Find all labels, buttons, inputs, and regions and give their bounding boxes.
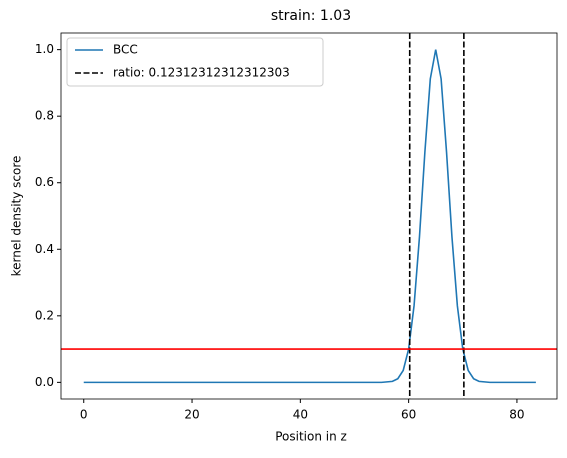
y-tick-label: 0.4: [35, 242, 54, 256]
y-axis-label: kernel density score: [10, 156, 24, 277]
legend-label: ratio: 0.12312312312312303: [113, 66, 290, 80]
x-tick-label: 80: [509, 408, 524, 422]
legend-label: BCC: [113, 43, 138, 57]
legend-box: [66, 37, 324, 87]
x-axis-label: Position in z: [275, 430, 347, 444]
x-tick-label: 0: [80, 408, 88, 422]
y-tick-label: 0.6: [35, 175, 54, 189]
x-tick-label: 60: [401, 408, 416, 422]
x-tick-label: 20: [184, 408, 199, 422]
y-tick-label: 1.0: [35, 42, 54, 56]
y-tick-label: 0.2: [35, 308, 54, 322]
line-series: [83, 49, 536, 384]
chart-title: strain: 1.03: [271, 8, 351, 24]
y-tick-label: 0.0: [35, 375, 54, 389]
x-tick-label: 40: [293, 408, 308, 422]
plot-frame: [60, 32, 558, 400]
y-tick-label: 0.8: [35, 109, 54, 123]
